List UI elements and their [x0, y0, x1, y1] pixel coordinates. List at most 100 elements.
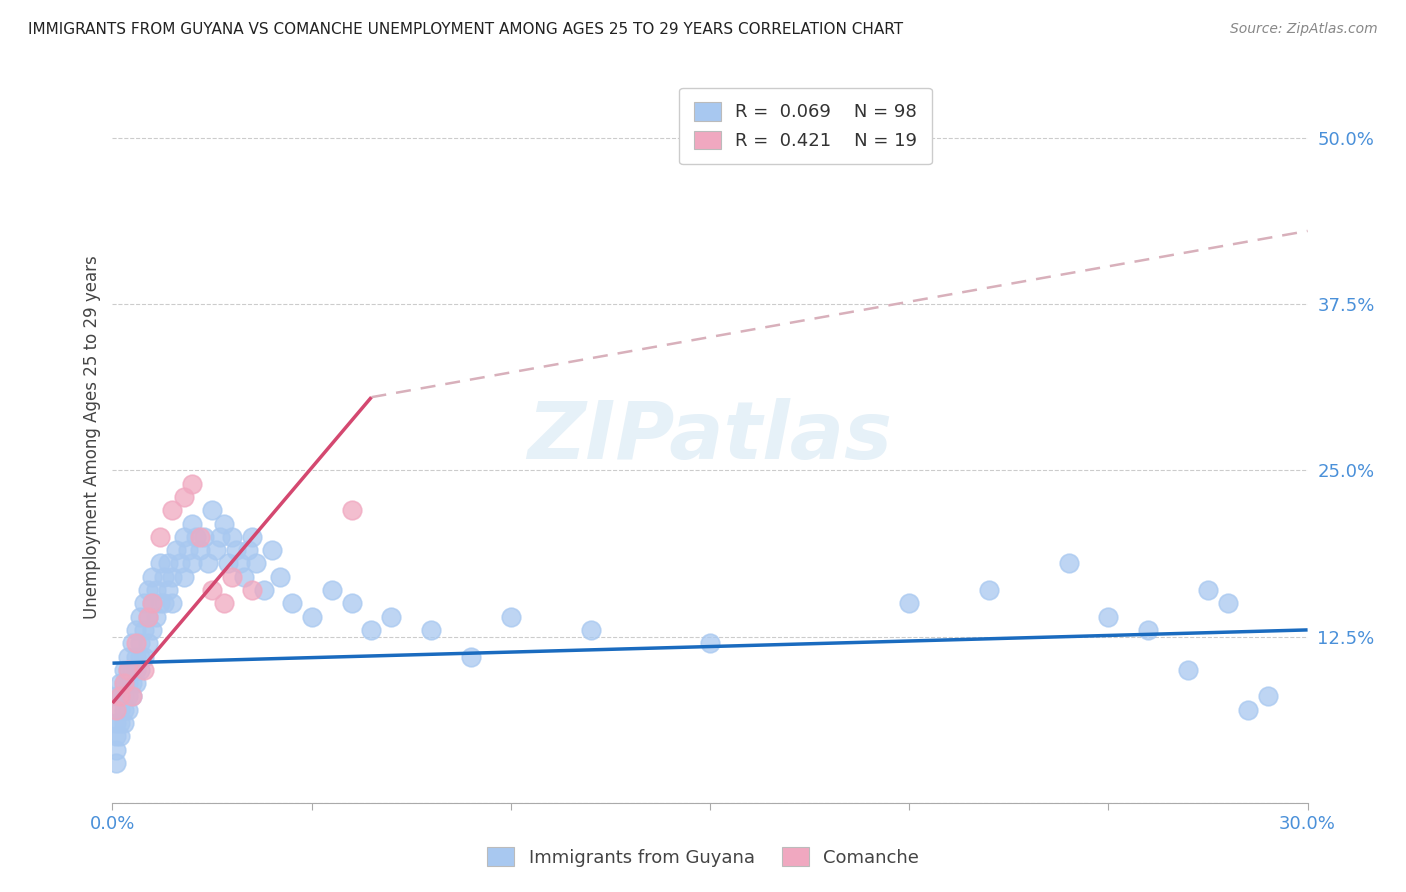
- Text: Source: ZipAtlas.com: Source: ZipAtlas.com: [1230, 22, 1378, 37]
- Point: [138, 609, 160, 624]
- Point: [173, 490, 195, 504]
- Point: [181, 557, 204, 571]
- Point: [125, 676, 148, 690]
- Y-axis label: Unemployment Among Ages 25 to 29 years: Unemployment Among Ages 25 to 29 years: [83, 255, 101, 619]
- Point: [898, 596, 921, 610]
- Point: [321, 582, 343, 597]
- Point: [162, 596, 183, 610]
- Point: [141, 570, 163, 584]
- Point: [141, 596, 163, 610]
- Point: [340, 503, 363, 517]
- Point: [1137, 623, 1160, 637]
- Point: [1057, 557, 1080, 571]
- Point: [169, 557, 191, 571]
- Point: [221, 530, 243, 544]
- Point: [201, 582, 224, 597]
- Point: [260, 543, 283, 558]
- Point: [121, 690, 143, 704]
- Point: [153, 596, 176, 610]
- Point: [162, 503, 183, 517]
- Point: [212, 596, 235, 610]
- Point: [145, 582, 167, 597]
- Point: [129, 636, 152, 650]
- Legend: Immigrants from Guyana, Comanche: Immigrants from Guyana, Comanche: [479, 840, 927, 874]
- Point: [141, 596, 163, 610]
- Point: [145, 609, 167, 624]
- Point: [225, 543, 247, 558]
- Text: ZIPatlas: ZIPatlas: [527, 398, 893, 476]
- Point: [209, 530, 232, 544]
- Point: [977, 582, 1000, 597]
- Point: [134, 663, 156, 677]
- Point: [281, 596, 304, 610]
- Point: [129, 663, 152, 677]
- Point: [157, 582, 180, 597]
- Point: [162, 570, 183, 584]
- Point: [138, 609, 160, 624]
- Point: [114, 690, 135, 704]
- Point: [134, 649, 156, 664]
- Point: [499, 609, 522, 624]
- Point: [229, 557, 252, 571]
- Point: [233, 570, 256, 584]
- Point: [177, 543, 200, 558]
- Point: [105, 729, 128, 743]
- Text: IMMIGRANTS FROM GUYANA VS COMANCHE UNEMPLOYMENT AMONG AGES 25 TO 29 YEARS CORREL: IMMIGRANTS FROM GUYANA VS COMANCHE UNEMP…: [28, 22, 903, 37]
- Point: [117, 649, 139, 664]
- Point: [181, 516, 204, 531]
- Point: [110, 676, 132, 690]
- Point: [149, 557, 172, 571]
- Point: [1237, 703, 1260, 717]
- Point: [117, 676, 139, 690]
- Point: [110, 703, 132, 717]
- Point: [110, 716, 132, 731]
- Point: [157, 557, 180, 571]
- Point: [197, 557, 219, 571]
- Legend: R =  0.069    N = 98, R =  0.421    N = 19: R = 0.069 N = 98, R = 0.421 N = 19: [679, 87, 932, 164]
- Point: [114, 716, 135, 731]
- Point: [149, 530, 172, 544]
- Point: [173, 570, 195, 584]
- Point: [193, 530, 215, 544]
- Point: [125, 663, 148, 677]
- Point: [340, 596, 363, 610]
- Point: [420, 623, 443, 637]
- Point: [1097, 609, 1119, 624]
- Point: [105, 703, 128, 717]
- Point: [125, 649, 148, 664]
- Point: [121, 636, 143, 650]
- Point: [173, 530, 195, 544]
- Point: [188, 530, 211, 544]
- Point: [380, 609, 402, 624]
- Point: [121, 690, 143, 704]
- Point: [110, 690, 132, 704]
- Point: [105, 716, 128, 731]
- Point: [114, 676, 135, 690]
- Point: [138, 582, 160, 597]
- Point: [188, 543, 211, 558]
- Point: [117, 663, 139, 677]
- Point: [221, 570, 243, 584]
- Point: [186, 530, 208, 544]
- Point: [105, 756, 128, 770]
- Point: [149, 596, 172, 610]
- Point: [129, 649, 152, 664]
- Point: [212, 516, 235, 531]
- Point: [205, 543, 228, 558]
- Point: [121, 676, 143, 690]
- Point: [579, 623, 602, 637]
- Point: [165, 543, 187, 558]
- Point: [181, 476, 204, 491]
- Point: [1197, 582, 1219, 597]
- Point: [1216, 596, 1239, 610]
- Point: [699, 636, 721, 650]
- Point: [121, 663, 143, 677]
- Point: [245, 557, 267, 571]
- Point: [117, 663, 139, 677]
- Point: [1177, 663, 1199, 677]
- Point: [460, 649, 482, 664]
- Point: [138, 636, 160, 650]
- Point: [110, 690, 132, 704]
- Point: [153, 570, 176, 584]
- Point: [114, 663, 135, 677]
